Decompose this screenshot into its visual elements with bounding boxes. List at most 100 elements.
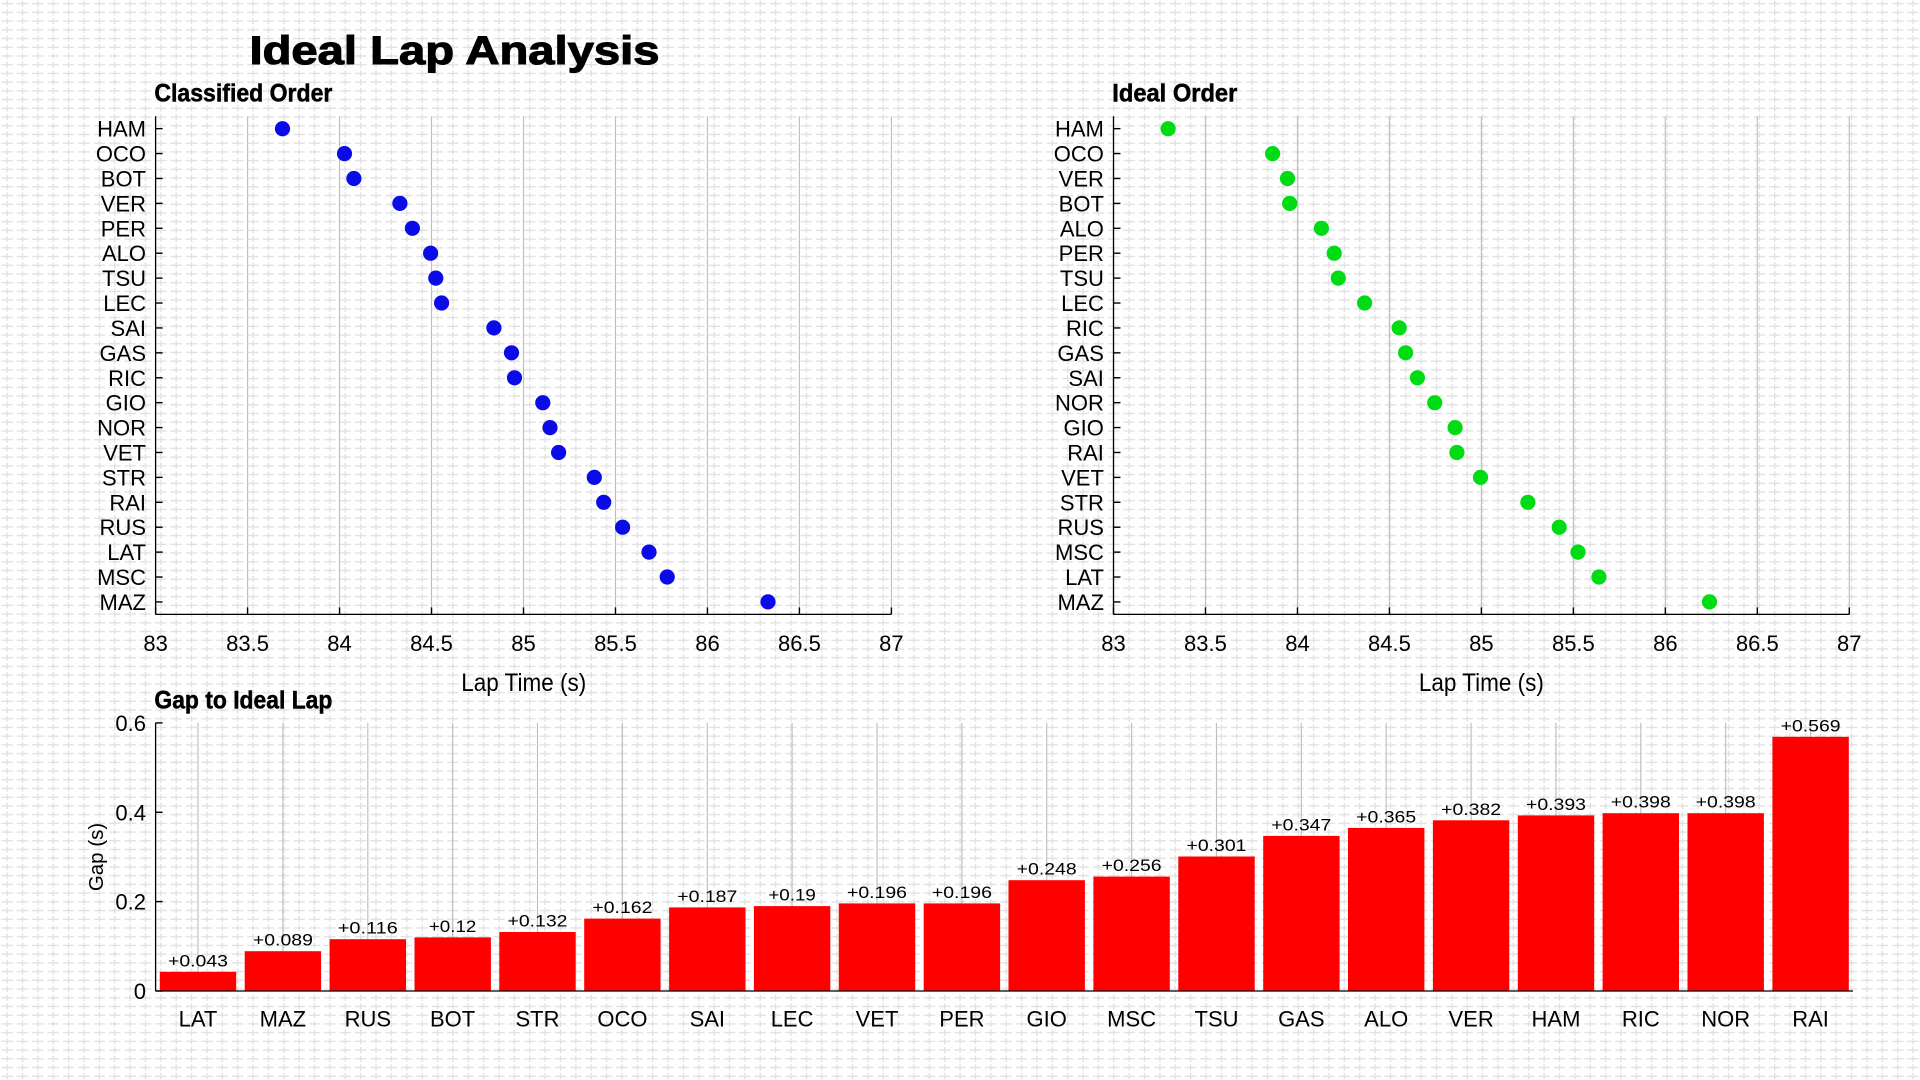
svg-text:Ideal Order: Ideal Order <box>1112 79 1237 107</box>
svg-text:87: 87 <box>1837 631 1861 656</box>
svg-text:RAI: RAI <box>109 490 146 515</box>
svg-text:ALO: ALO <box>1060 216 1104 241</box>
svg-text:Ideal Lap Analysis: Ideal Lap Analysis <box>250 29 660 73</box>
svg-text:RAI: RAI <box>1792 1006 1829 1031</box>
svg-text:GIO: GIO <box>106 391 146 416</box>
svg-text:STR: STR <box>1060 490 1104 515</box>
svg-text:+0.382: +0.382 <box>1441 800 1501 819</box>
svg-text:84: 84 <box>327 631 351 656</box>
svg-text:+0.043: +0.043 <box>168 951 228 970</box>
svg-text:SAI: SAI <box>690 1006 725 1031</box>
svg-text:BOT: BOT <box>1059 191 1104 216</box>
svg-text:LEC: LEC <box>771 1006 814 1031</box>
svg-text:84: 84 <box>1285 631 1309 656</box>
svg-text:83.5: 83.5 <box>1184 631 1227 656</box>
svg-text:RIC: RIC <box>1622 1006 1660 1031</box>
svg-text:LEC: LEC <box>1061 291 1104 316</box>
svg-text:85.5: 85.5 <box>594 631 637 656</box>
svg-text:VER: VER <box>1448 1006 1493 1031</box>
svg-text:ALO: ALO <box>1364 1006 1408 1031</box>
svg-text:VET: VET <box>1061 465 1104 490</box>
svg-text:TSU: TSU <box>1195 1006 1239 1031</box>
svg-text:+0.347: +0.347 <box>1271 815 1331 834</box>
svg-text:+0.248: +0.248 <box>1017 860 1077 879</box>
svg-text:86: 86 <box>695 631 719 656</box>
svg-text:+0.393: +0.393 <box>1526 795 1586 814</box>
svg-text:GIO: GIO <box>1064 416 1104 441</box>
svg-text:+0.256: +0.256 <box>1102 856 1162 875</box>
svg-text:GAS: GAS <box>1057 341 1103 366</box>
svg-text:0: 0 <box>134 979 146 1004</box>
svg-text:STR: STR <box>102 465 146 490</box>
svg-text:84.5: 84.5 <box>410 631 453 656</box>
svg-text:RIC: RIC <box>1066 316 1104 341</box>
svg-text:TSU: TSU <box>1060 266 1104 291</box>
svg-text:LEC: LEC <box>103 291 146 316</box>
svg-text:83: 83 <box>1101 631 1125 656</box>
svg-text:VER: VER <box>1059 166 1104 191</box>
svg-text:PER: PER <box>101 216 146 241</box>
svg-text:NOR: NOR <box>97 416 146 441</box>
svg-text:+0.19: +0.19 <box>768 886 816 905</box>
svg-text:LAT: LAT <box>1065 565 1104 590</box>
svg-text:83: 83 <box>143 631 167 656</box>
svg-text:83.5: 83.5 <box>226 631 269 656</box>
svg-text:0.2: 0.2 <box>115 890 146 915</box>
svg-text:+0.132: +0.132 <box>508 912 568 931</box>
svg-text:HAM: HAM <box>97 117 146 142</box>
svg-text:87: 87 <box>879 631 903 656</box>
svg-text:Lap Time (s): Lap Time (s) <box>461 669 586 697</box>
svg-text:85: 85 <box>1469 631 1493 656</box>
svg-text:MSC: MSC <box>1107 1006 1156 1031</box>
svg-text:RUS: RUS <box>100 515 146 540</box>
svg-text:TSU: TSU <box>102 266 146 291</box>
svg-text:PER: PER <box>939 1006 984 1031</box>
svg-text:OCO: OCO <box>1054 142 1104 167</box>
svg-text:+0.196: +0.196 <box>932 883 992 902</box>
svg-text:MAZ: MAZ <box>100 590 146 615</box>
svg-text:+0.089: +0.089 <box>253 931 313 950</box>
svg-text:VET: VET <box>103 440 146 465</box>
svg-text:0.6: 0.6 <box>115 711 146 736</box>
svg-text:+0.196: +0.196 <box>847 883 907 902</box>
svg-text:Classified Order: Classified Order <box>154 79 332 107</box>
svg-text:ALO: ALO <box>102 241 146 266</box>
svg-text:0.4: 0.4 <box>115 800 146 825</box>
svg-text:HAM: HAM <box>1055 117 1104 142</box>
svg-text:HAM: HAM <box>1532 1006 1581 1031</box>
svg-text:OCO: OCO <box>96 142 146 167</box>
svg-text:STR: STR <box>516 1006 560 1031</box>
svg-text:Lap Time (s): Lap Time (s) <box>1419 669 1544 697</box>
svg-text:+0.398: +0.398 <box>1696 793 1756 812</box>
svg-text:SAI: SAI <box>111 316 146 341</box>
svg-text:+0.12: +0.12 <box>429 917 477 936</box>
svg-text:BOT: BOT <box>101 166 146 191</box>
svg-text:PER: PER <box>1059 241 1104 266</box>
svg-text:MSC: MSC <box>1055 540 1104 565</box>
svg-text:SAI: SAI <box>1068 366 1103 391</box>
svg-text:85.5: 85.5 <box>1552 631 1595 656</box>
svg-text:86.5: 86.5 <box>778 631 821 656</box>
svg-text:OCO: OCO <box>597 1006 647 1031</box>
svg-text:MAZ: MAZ <box>260 1006 306 1031</box>
svg-text:+0.365: +0.365 <box>1356 807 1416 826</box>
svg-text:84.5: 84.5 <box>1368 631 1411 656</box>
svg-text:RAI: RAI <box>1067 440 1104 465</box>
svg-text:VET: VET <box>856 1006 899 1031</box>
svg-text:RUS: RUS <box>1057 515 1103 540</box>
svg-text:NOR: NOR <box>1701 1006 1750 1031</box>
svg-text:+0.301: +0.301 <box>1187 836 1247 855</box>
svg-text:LAT: LAT <box>179 1006 218 1031</box>
svg-text:GAS: GAS <box>1278 1006 1324 1031</box>
svg-text:+0.398: +0.398 <box>1611 793 1671 812</box>
svg-text:RUS: RUS <box>345 1006 391 1031</box>
svg-text:86: 86 <box>1653 631 1677 656</box>
svg-text:GAS: GAS <box>100 341 146 366</box>
svg-text:MSC: MSC <box>97 565 146 590</box>
svg-text:+0.162: +0.162 <box>592 898 652 917</box>
svg-text:NOR: NOR <box>1055 391 1104 416</box>
svg-text:Gap (s): Gap (s) <box>85 823 108 891</box>
svg-text:RIC: RIC <box>108 366 146 391</box>
svg-text:+0.116: +0.116 <box>338 919 398 938</box>
svg-text:VER: VER <box>101 191 146 216</box>
